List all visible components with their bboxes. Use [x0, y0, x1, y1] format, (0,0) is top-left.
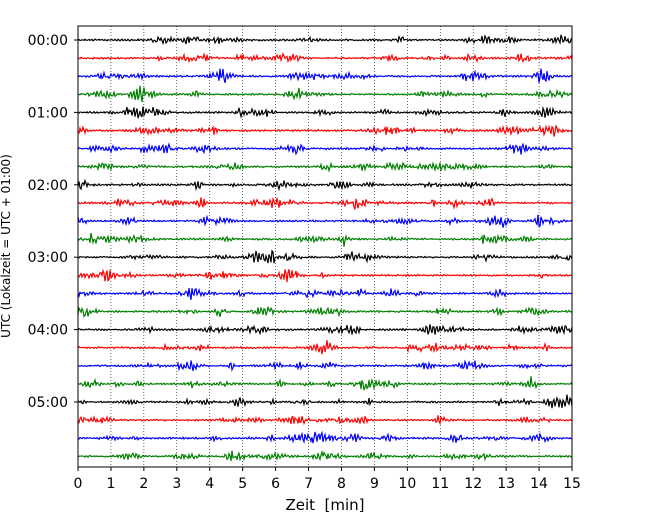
trace-0400 — [77, 324, 573, 336]
x-tick-label: 15 — [563, 476, 581, 492]
x-tick-label: 11 — [431, 476, 449, 492]
trace-0545 — [77, 449, 573, 462]
x-tick-label: 5 — [238, 476, 247, 492]
x-tick-label: 8 — [337, 476, 346, 492]
x-tick-label: 13 — [497, 476, 515, 492]
trace-0500 — [77, 394, 573, 409]
y-tick-label: 05:00 — [28, 395, 68, 411]
trace-0045 — [77, 85, 573, 103]
x-tick-label: 1 — [106, 476, 115, 492]
trace-0315 — [77, 268, 573, 283]
x-tick-label: 4 — [205, 476, 214, 492]
trace-0445 — [77, 376, 573, 391]
trace-0330 — [77, 287, 573, 300]
plot-frame — [77, 25, 573, 468]
trace-0000 — [77, 34, 573, 46]
x-tick-label: 7 — [304, 476, 313, 492]
trace-0115 — [77, 124, 573, 137]
y-tick-label: 04:00 — [28, 323, 68, 339]
trace-0145 — [77, 161, 573, 173]
trace-0345 — [77, 306, 573, 318]
trace-0415 — [77, 340, 573, 355]
trace-0515 — [77, 415, 573, 426]
trace-0100 — [77, 105, 573, 119]
x-tick-label: 0 — [74, 476, 83, 492]
trace-0245 — [77, 232, 573, 247]
trace-0215 — [77, 196, 573, 210]
trace-group — [77, 34, 573, 462]
trace-0200 — [77, 178, 573, 192]
trace-0300 — [77, 249, 573, 264]
trace-0230 — [77, 214, 573, 228]
trace-0030 — [77, 68, 573, 83]
x-tick-label: 14 — [530, 476, 548, 492]
y-axis: 00:00 01:00 02:00 03:00 04:00 05:00 — [28, 33, 78, 411]
y-tick-label: 00:00 — [28, 33, 68, 49]
x-tick-label: 2 — [139, 476, 148, 492]
x-axis-title: Zeit [min] — [285, 496, 364, 514]
x-tick-label: 12 — [464, 476, 482, 492]
trace-0430 — [77, 359, 573, 372]
y-tick-label: 01:00 — [28, 105, 68, 121]
grid-lines — [110, 26, 540, 467]
x-tick-label: 9 — [370, 476, 379, 492]
trace-0530 — [77, 430, 573, 445]
y-tick-label: 03:00 — [28, 250, 68, 266]
trace-0015 — [77, 52, 573, 64]
x-tick-label: 6 — [271, 476, 280, 492]
x-tick-label: 3 — [172, 476, 181, 492]
x-axis: 0 1 2 3 4 5 6 7 8 9 10 11 12 13 14 15 — [74, 467, 581, 492]
x-tick-label: 10 — [398, 476, 416, 492]
y-axis-title: UTC (Lokalzeit = UTC + 01:00) — [0, 154, 13, 338]
y-tick-label: 02:00 — [28, 178, 68, 194]
trace-0130 — [77, 142, 573, 156]
